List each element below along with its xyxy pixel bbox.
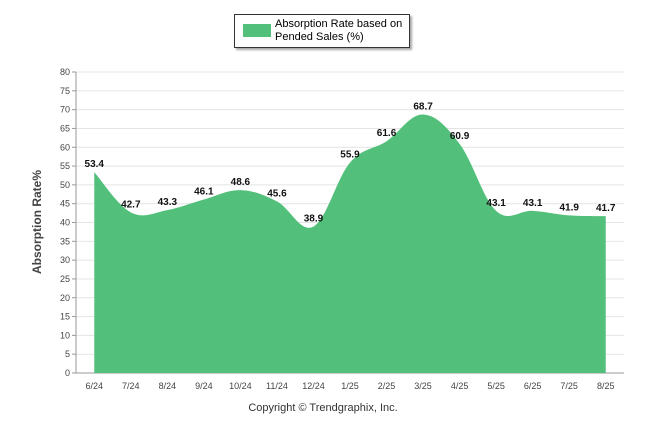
y-tick-label: 15 (60, 312, 70, 322)
x-tick-label: 8/25 (597, 381, 615, 391)
data-label: 41.7 (596, 203, 616, 214)
legend-label: Absorption Rate based on Pended Sales (%… (275, 18, 403, 43)
x-tick-label: 7/24 (122, 381, 140, 391)
data-label: 38.9 (304, 214, 324, 225)
x-axis-ticks: 6/24 7/24 8/24 9/24 10/24 11/24 12/24 1/25 2/25 3… (86, 381, 615, 391)
x-tick-label: 1/25 (341, 381, 359, 391)
y-tick-label: 35 (60, 236, 70, 246)
y-tick-label: 40 (60, 218, 70, 228)
y-tick-label: 55 (60, 161, 70, 171)
data-label: 41.9 (559, 202, 579, 213)
data-label: 46.1 (194, 187, 214, 198)
y-tick-label: 70 (60, 105, 70, 115)
y-tick-label: 30 (60, 255, 70, 265)
x-tick-label: 4/25 (451, 381, 469, 391)
y-axis-label: Absorption Rate% (30, 170, 44, 274)
y-tick-label: 65 (60, 123, 70, 133)
x-tick-label: 8/24 (159, 381, 177, 391)
x-tick-label: 3/25 (414, 381, 432, 391)
area-fill (94, 114, 606, 373)
data-labels: 53.4 42.7 43.3 46.1 48.6 45.6 38.9 55.9 61.6 68.7… (85, 102, 616, 225)
y-tick-label: 45 (60, 199, 70, 209)
data-label: 42.7 (121, 199, 141, 210)
y-tick-label: 80 (60, 67, 70, 77)
data-label: 43.1 (523, 198, 543, 209)
x-tick-label: 7/25 (560, 381, 578, 391)
y-axis-ticks: 0 5 10 15 20 25 30 35 40 45 50 55 60 65 70 75 80 (60, 67, 70, 378)
x-tick-label: 11/24 (266, 381, 288, 391)
data-label: 53.4 (85, 159, 105, 170)
y-tick-label: 60 (60, 142, 70, 152)
y-tick-label: 10 (60, 330, 70, 340)
y-tick-label: 50 (60, 180, 70, 190)
data-label: 45.6 (267, 188, 287, 199)
area-series (94, 114, 606, 373)
data-label: 68.7 (413, 102, 433, 113)
data-label: 48.6 (231, 177, 251, 188)
legend-swatch (243, 24, 271, 37)
legend: Absorption Rate based on Pended Sales (%… (234, 14, 410, 48)
x-tick-label: 2/25 (378, 381, 396, 391)
y-tick-label: 75 (60, 86, 70, 96)
x-tick-label: 10/24 (229, 381, 252, 391)
y-tick-label: 20 (60, 293, 70, 303)
x-tick-label: 12/24 (302, 381, 325, 391)
y-tick-label: 25 (60, 274, 70, 284)
data-label: 43.1 (486, 198, 506, 209)
x-tick-label: 6/25 (524, 381, 542, 391)
data-label: 61.6 (377, 128, 397, 139)
data-label: 55.9 (340, 150, 360, 161)
y-tick-label: 5 (65, 349, 70, 359)
data-label: 43.3 (158, 197, 178, 208)
x-tick-label: 6/24 (86, 381, 104, 391)
x-tick-label: 5/25 (487, 381, 505, 391)
data-label: 60.9 (450, 131, 470, 142)
copyright-footer: Copyright © Trendgraphix, Inc. (248, 402, 398, 414)
y-tick-label: 0 (65, 368, 70, 378)
x-tick-label: 9/24 (195, 381, 213, 391)
